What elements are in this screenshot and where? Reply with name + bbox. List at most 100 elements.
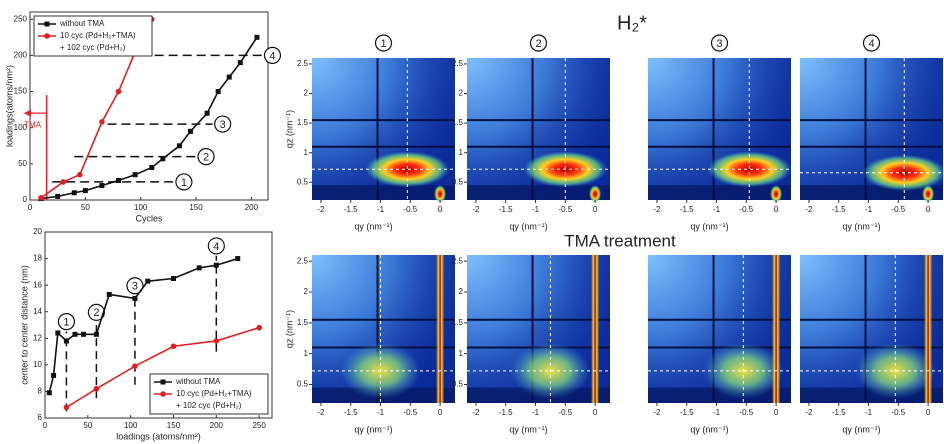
y-tick-label: 1.5: [452, 318, 464, 327]
x-tick-label: 250: [252, 421, 266, 430]
marker-circle: [214, 115, 232, 133]
x-tick-label: 0: [28, 203, 33, 212]
point: [132, 363, 138, 369]
x-tick-label: -1: [532, 205, 540, 214]
x-tick-label: -0.5: [403, 408, 417, 417]
y-tick-label: 16: [33, 280, 42, 289]
x-tick-label: -1.5: [344, 408, 358, 417]
specular-streak: [772, 255, 781, 403]
point: [116, 177, 122, 183]
column-label: 1: [380, 38, 386, 50]
y-tick-label: 200: [14, 50, 28, 59]
legend-label: without TMA: [175, 377, 221, 386]
marker-label: 1: [63, 317, 69, 329]
x-tick-label: -1.5: [499, 205, 513, 214]
detector-image: [467, 255, 610, 403]
point: [132, 295, 138, 301]
x-axis-label: qy (nm⁻¹): [690, 221, 728, 231]
y-tick-label: 1: [304, 148, 309, 157]
x-tick-label: 0: [774, 205, 779, 214]
y-tick-label: 12: [33, 333, 42, 342]
marker-circle: [126, 277, 144, 295]
x-tick-label: -0.5: [558, 205, 572, 214]
x-tick-label: 50: [81, 203, 90, 212]
specular-streak: [924, 255, 933, 403]
x-tick-label: 0: [926, 408, 931, 417]
y-tick-label: 2.5: [452, 59, 464, 68]
y-tick-label: 14: [33, 307, 42, 316]
point: [115, 88, 122, 95]
y-tick-label: 250: [14, 14, 28, 23]
point: [170, 343, 177, 350]
x-tick-label: -1: [713, 408, 721, 417]
row-title: H₂*: [617, 12, 647, 34]
point: [256, 324, 262, 331]
x-tick-label: -0.5: [558, 408, 572, 417]
x-tick-label: 100: [124, 421, 138, 430]
point: [81, 331, 87, 337]
marker-circle: [207, 237, 225, 255]
point: [106, 291, 112, 297]
x-tick-label: 150: [167, 421, 181, 430]
x-tick-label: 0: [926, 205, 931, 214]
image-shadow: [648, 185, 791, 200]
y-tick-label: 2: [304, 287, 309, 296]
y-tick-label: 0.5: [452, 177, 464, 186]
beam-spot: [922, 185, 935, 203]
point: [215, 89, 221, 95]
x-tick-label: -2: [805, 205, 813, 214]
x-tick-label: -2: [472, 205, 480, 214]
point: [226, 74, 232, 80]
point: [38, 195, 44, 201]
y-axis-label: loadings(atoms/nm²): [4, 65, 14, 147]
detector-image: [312, 255, 455, 403]
detector-image: [648, 255, 791, 403]
column-label-circle: [862, 34, 881, 52]
x-tick-label: -1: [713, 205, 721, 214]
point: [149, 164, 155, 170]
point: [204, 110, 210, 116]
point: [188, 128, 194, 134]
x-axis-label: loadings (atoms/nm²): [116, 431, 201, 441]
beam-spot: [770, 185, 783, 203]
x-tick-label: -0.5: [739, 408, 753, 417]
detector-image: [800, 58, 944, 203]
y-tick-label: 100: [14, 123, 28, 132]
point: [196, 265, 202, 271]
x-axis-label: qy (nm⁻¹): [354, 221, 392, 231]
y-tick-label: 1.5: [297, 318, 309, 327]
y-axis-label: center to center distance (nm): [19, 265, 29, 385]
point: [132, 172, 138, 178]
x-tick-label: 200: [210, 421, 224, 430]
x-tick-label: -2: [317, 408, 325, 417]
x-tick-label: 100: [134, 203, 148, 212]
marker-circle: [87, 303, 105, 321]
scatter-peak: [707, 151, 792, 188]
point: [93, 385, 100, 392]
point: [99, 183, 105, 189]
detector-image: [312, 58, 455, 203]
detector-image: [800, 255, 943, 403]
row-title: TMA treatment: [564, 231, 676, 250]
x-tick-label: 0: [593, 408, 598, 417]
x-axis-label: qy (nm⁻¹): [690, 424, 728, 434]
column-label: 3: [716, 38, 722, 50]
legend-label: 10 cyc (Pd+H₂+TMA): [60, 31, 136, 40]
marker-circle: [57, 313, 76, 331]
beam-spot: [434, 185, 447, 203]
point: [55, 193, 61, 199]
legend-label: without TMA: [59, 19, 105, 28]
y-tick-label: 6: [38, 413, 43, 422]
x-tick-label: -1.5: [499, 408, 513, 417]
x-tick-label: -0.5: [891, 408, 905, 417]
x-tick-label: -1: [865, 408, 873, 417]
x-tick-label: -1: [377, 408, 385, 417]
legend-note: + 102 cyc (Pd+H₂): [176, 401, 242, 410]
point: [63, 338, 69, 344]
x-tick-label: -1: [377, 205, 385, 214]
x-axis-label: qy (nm⁻¹): [509, 424, 547, 434]
legend-marker: [44, 33, 50, 39]
point: [51, 372, 57, 378]
x-tick-label: -2: [805, 408, 813, 417]
x-tick-label: -1: [532, 408, 540, 417]
